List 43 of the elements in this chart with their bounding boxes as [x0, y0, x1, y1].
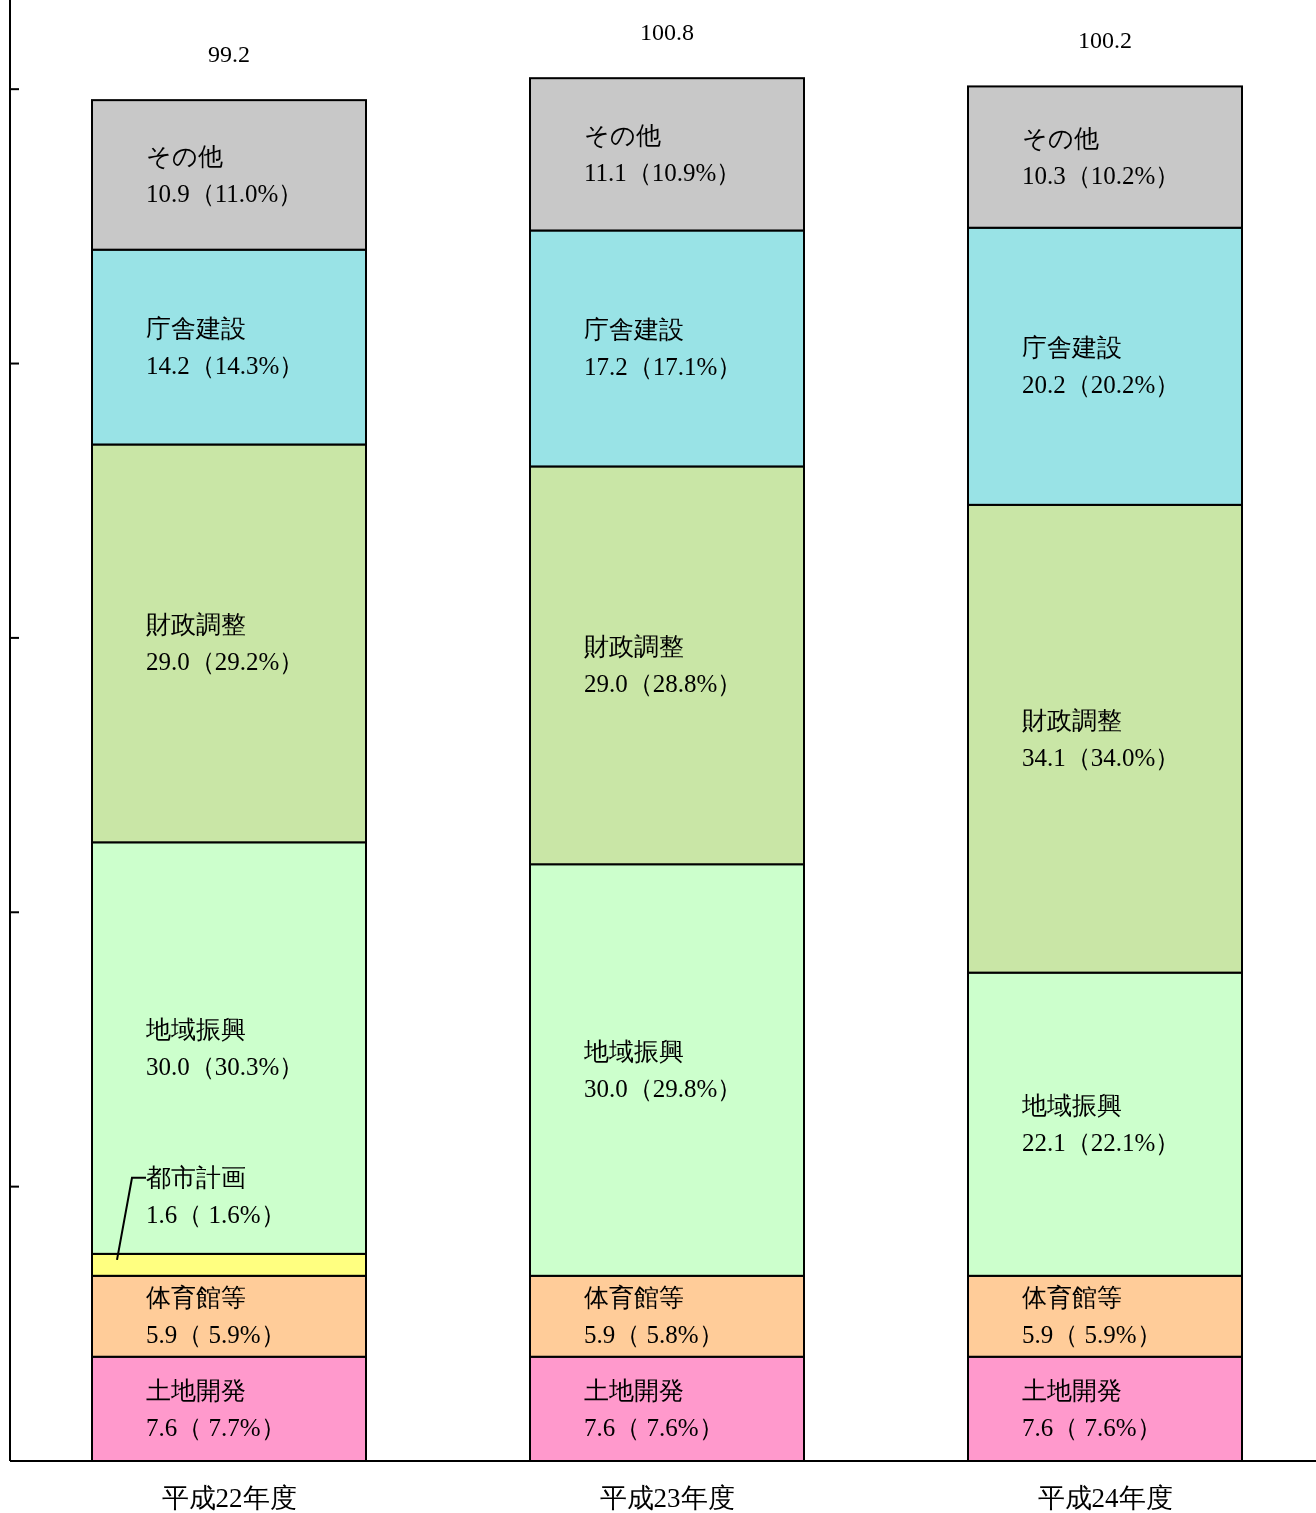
text: 7.6（ 7.6%）: [1022, 1413, 1162, 1441]
text: 11.1（10.9%）: [584, 159, 742, 187]
text: 5.9（ 5.9%）: [1022, 1321, 1162, 1349]
text: 庁舎建設: [584, 316, 684, 344]
x-tick-label: 平成24年度: [1037, 1483, 1173, 1513]
text: 体育館等: [146, 1284, 246, 1312]
text: 土地開発: [584, 1376, 684, 1404]
text: 庁舎建設: [1022, 334, 1122, 362]
total-label: 100.2: [1078, 27, 1132, 54]
text: 22.1（22.1%）: [1022, 1129, 1181, 1157]
text: 土地開発: [146, 1376, 246, 1404]
text: 20.2（20.2%）: [1022, 371, 1181, 399]
text: 7.6（ 7.7%）: [146, 1413, 286, 1441]
text: 29.0（29.2%）: [146, 648, 305, 676]
text: 財政調整: [1022, 706, 1122, 734]
text: 17.2（17.1%）: [584, 353, 743, 381]
text: 地域振興: [146, 1016, 246, 1044]
text: 30.0（29.8%）: [584, 1075, 743, 1103]
text: 10.3（10.2%）: [1022, 162, 1181, 190]
text: 30.0（30.3%）: [146, 1053, 305, 1081]
text: 体育館等: [1022, 1284, 1122, 1312]
text: 体育館等: [584, 1284, 684, 1312]
text: 庁舎建設: [146, 315, 246, 343]
text: 14.2（14.3%）: [146, 352, 305, 380]
text: その他: [584, 122, 661, 150]
text: 10.9（11.0%）: [146, 179, 304, 207]
x-tick-label: 平成23年度: [599, 1483, 735, 1513]
text: 財政調整: [584, 633, 684, 661]
text: その他: [1022, 125, 1099, 153]
text: 34.1（34.0%）: [1022, 743, 1181, 771]
data-label: 1.6（ 1.6%）: [146, 1200, 286, 1228]
text: 財政調整: [146, 611, 246, 639]
total-label: 100.8: [640, 19, 694, 46]
text: 地域振興: [584, 1038, 684, 1066]
text: その他: [146, 142, 223, 170]
text: 7.6（ 7.6%）: [584, 1413, 724, 1441]
text: 29.0（28.8%）: [584, 670, 743, 698]
x-tick-label: 平成22年度: [161, 1483, 297, 1513]
text: 土地開発: [1022, 1376, 1122, 1404]
text: 5.9（ 5.9%）: [146, 1321, 286, 1349]
total-label: 99.2: [208, 41, 250, 68]
text: 5.9（ 5.8%）: [584, 1321, 724, 1349]
text: 地域振興: [1022, 1092, 1122, 1120]
